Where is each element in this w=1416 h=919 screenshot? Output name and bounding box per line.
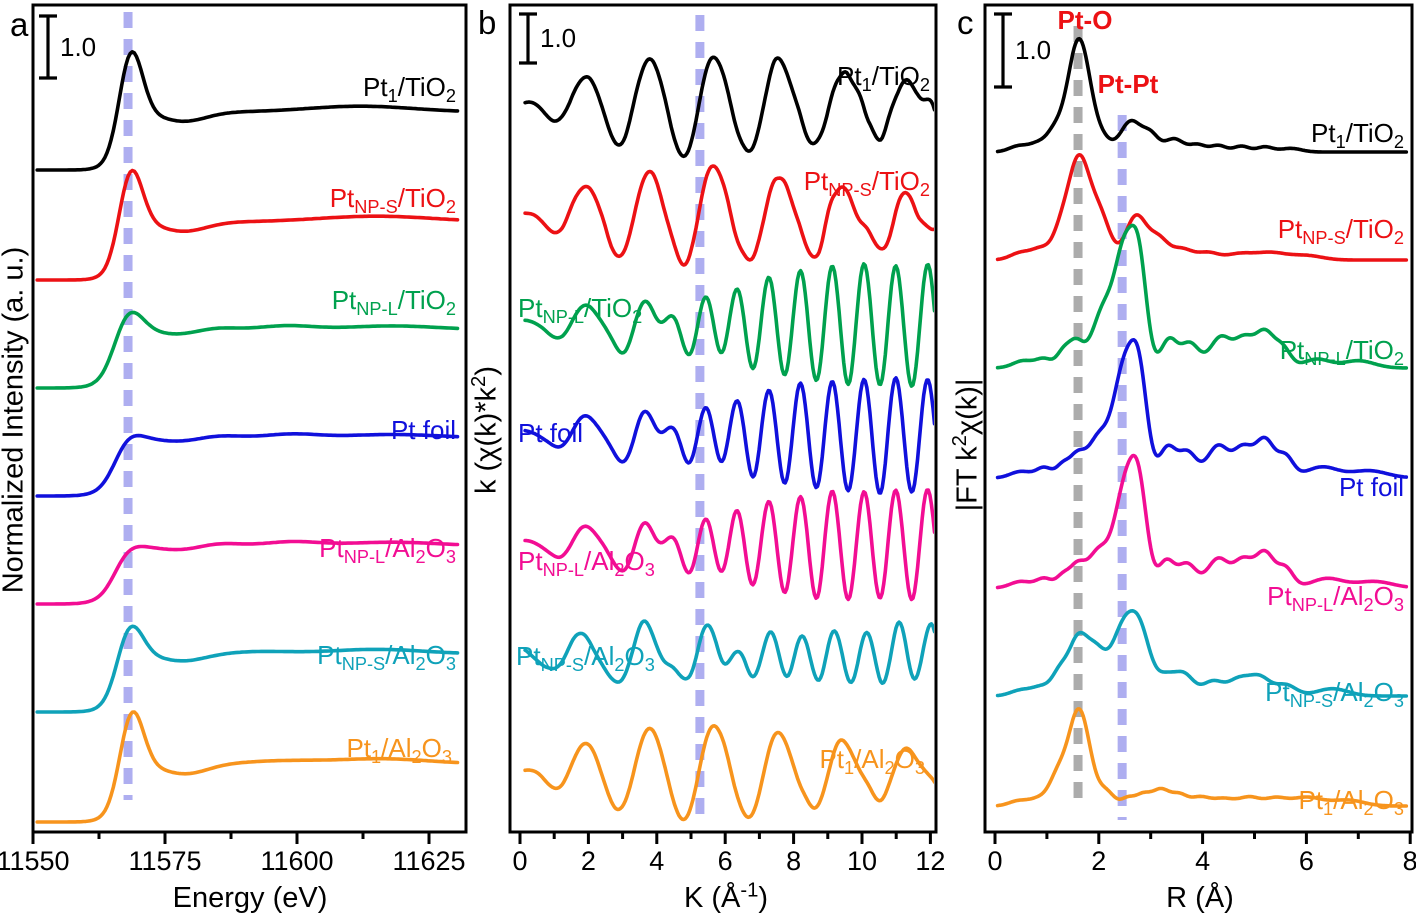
curve-a-ptnp-l-al2o3: [35, 539, 460, 606]
curve-a-ptnp-s-tio2: [35, 168, 460, 282]
curve-c-pt1-al2o3: [995, 707, 1409, 808]
tick-label-b-10: 10: [846, 846, 878, 876]
scale-bar-c: [994, 12, 1012, 89]
tick-label-a-11575: 11575: [128, 846, 202, 876]
curve-c-ptnp-s-al2o3: [995, 609, 1409, 698]
panel-letter-a: a: [10, 6, 29, 43]
scale-bar-label-b: 1.0: [540, 23, 577, 53]
curve-label-c-ptnp-s-al2o3: PtNP-S/Al2O3: [1265, 677, 1404, 712]
curve-label-b-pt-foil: Pt foil: [518, 418, 584, 448]
scale-bar-a: [39, 14, 57, 80]
tick-label-c-6: 6: [1298, 846, 1314, 876]
x-axis-title-a: Energy (eV): [172, 882, 328, 914]
curve-c-ptnp-l-al2o3: [995, 453, 1409, 590]
curve-label-c-pt1-al2o3: Pt1/Al2O3: [1298, 785, 1404, 820]
tick-label-c-8: 8: [1402, 846, 1416, 876]
curve-c-pt-foil: [995, 338, 1409, 480]
curve-label-c-pt-foil: Pt foil: [1338, 472, 1404, 502]
panel-b-plot-area: [523, 15, 934, 822]
curve-a-ptnp-s-al2o3: [35, 624, 460, 714]
curve-b-ptnp-s-al2o3: [523, 619, 934, 685]
curve-label-a-ptnp-l-tio2: PtNP-L/TiO2: [331, 285, 456, 320]
curve-c-pt1-tio2: [995, 36, 1409, 154]
curve-label-a-ptnp-s-al2o3: PtNP-S/Al2O3: [317, 640, 456, 675]
tick-label-b-0: 0: [512, 846, 528, 876]
curve-label-a-ptnp-l-al2o3: PtNP-L/Al2O3: [319, 533, 456, 568]
curve-b-ptnp-l-al2o3: [523, 488, 934, 602]
tick-label-c-4: 4: [1195, 846, 1211, 876]
tick-label-b-4: 4: [649, 846, 665, 876]
tick-label-a-11550: 11550: [0, 846, 70, 876]
curve-b-ptnp-l-tio2: [523, 262, 934, 388]
panel-letter-b: b: [478, 4, 497, 41]
curve-label-c-ptnp-s-tio2: PtNP-S/TiO2: [1277, 214, 1404, 249]
curve-label-b-pt1-tio2: Pt1/TiO2: [837, 61, 930, 96]
curve-b-pt1-al2o3: [523, 724, 934, 822]
panel-a-frame: [31, 3, 468, 834]
tick-label-a-11625: 11625: [392, 846, 466, 876]
y-axis-title-a: Normalized Intensity (a. u.): [0, 246, 30, 594]
curve-b-ptnp-s-tio2: [523, 164, 934, 267]
panel-c-plot-area: [995, 26, 1409, 820]
annotation-pt-pt: Pt-Pt: [1097, 69, 1159, 99]
curve-label-b-pt1-al2o3: Pt1/Al2O3: [819, 744, 925, 779]
tick-label-b-8: 8: [786, 846, 802, 876]
scale-bar-b: [519, 12, 537, 65]
curve-label-c-ptnp-l-tio2: PtNP-L/TiO2: [1279, 335, 1404, 370]
curve-a-pt1-al2o3: [35, 710, 460, 824]
curve-label-c-pt1-tio2: Pt1/TiO2: [1311, 118, 1404, 153]
scale-bar-label-c: 1.0: [1015, 35, 1052, 65]
curve-a-ptnp-l-tio2: [35, 310, 460, 390]
tick-label-b-2: 2: [580, 846, 596, 876]
curve-a-pt1-tio2: [35, 50, 460, 172]
scale-bar-label-a: 1.0: [60, 32, 97, 62]
curve-label-b-ptnp-l-al2o3: PtNP-L/Al2O3: [518, 546, 655, 581]
panel-letter-c: c: [957, 4, 974, 41]
curve-label-a-pt-foil: Pt foil: [390, 415, 456, 445]
panel-c-frame: [983, 3, 1414, 834]
curve-label-a-ptnp-s-tio2: PtNP-S/TiO2: [329, 183, 456, 218]
curve-label-b-ptnp-s-tio2: PtNP-S/TiO2: [803, 166, 930, 201]
tick-label-b-12: 12: [915, 846, 946, 876]
curve-b-pt1-tio2: [523, 55, 934, 159]
curve-label-c-ptnp-l-al2o3: PtNP-L/Al2O3: [1267, 581, 1404, 616]
curve-label-a-pt1-al2o3: Pt1/Al2O3: [346, 733, 452, 768]
curve-label-b-ptnp-s-al2o3: PtNP-S/Al2O3: [516, 641, 655, 676]
curve-label-a-pt1-tio2: Pt1/TiO2: [363, 72, 456, 107]
curve-b-pt-foil: [523, 376, 934, 495]
tick-label-c-0: 0: [987, 846, 1003, 876]
y-axis-title-b: k (χ(k)*k2): [467, 366, 503, 494]
curve-label-b-ptnp-l-tio2: PtNP-L/TiO2: [518, 293, 643, 328]
curve-c-ptnp-s-tio2: [995, 153, 1409, 262]
x-axis-title-c: R (Å): [1166, 882, 1234, 914]
y-axis-title-c: |FT k2χ(k)|: [948, 378, 984, 512]
annotation-pt-o: Pt-O: [1057, 5, 1113, 35]
x-axis-title-b: K (Å-1): [683, 879, 769, 914]
tick-label-b-6: 6: [717, 846, 733, 876]
tick-label-a-11600: 11600: [260, 846, 334, 876]
curve-c-ptnp-l-tio2: [995, 223, 1409, 370]
curve-a-pt-foil: [35, 432, 460, 498]
panel-b-frame: [508, 3, 938, 834]
panel-a-plot-area: [35, 12, 460, 824]
tick-label-c-2: 2: [1091, 846, 1107, 876]
